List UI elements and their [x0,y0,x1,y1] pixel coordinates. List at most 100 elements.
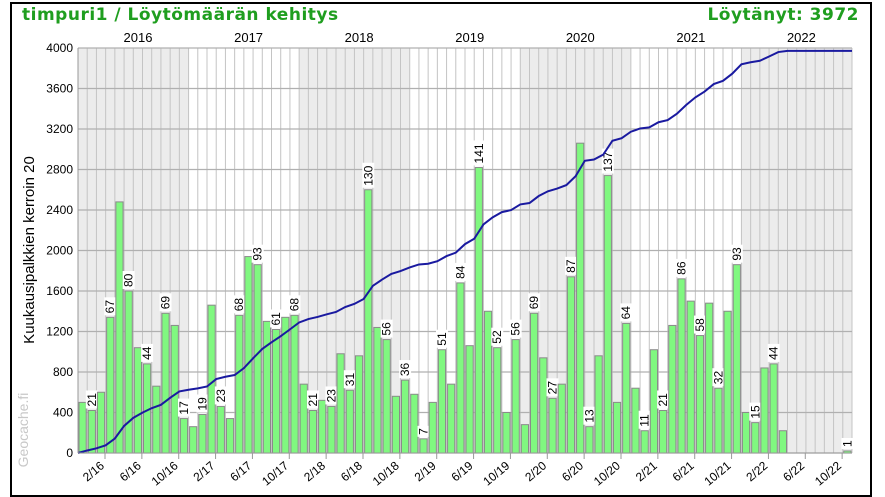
bar [732,264,741,454]
x-tick-label: 6/20 [559,458,586,484]
bar [244,256,253,454]
data-label: 56 [380,322,394,336]
bar [281,316,290,454]
data-label: 19 [195,397,209,411]
x-tick-label: 6/17 [227,458,254,484]
data-label: 67 [103,300,117,314]
bar [751,422,760,454]
y-tick-label: 1200 [46,325,73,339]
data-label: 21 [656,393,670,407]
bar [364,189,373,454]
bar [290,314,299,454]
bar [133,347,143,454]
data-label-bg [841,437,854,449]
bar [354,355,364,454]
data-label-bg [362,162,375,188]
cumulative-line [77,49,853,454]
x-tick-label: 10/17 [259,458,291,488]
bar [659,409,668,454]
data-label: 7 [417,428,431,435]
bar [308,409,318,454]
data-label: 93 [251,247,265,261]
bar [391,395,400,454]
bar [511,339,520,454]
data-label: 68 [288,298,302,312]
bar [336,353,345,454]
watermark: Geocache.fi [15,393,31,468]
data-label: 68 [232,298,246,312]
data-label-bg [767,343,780,362]
bar [382,339,391,454]
bar [428,401,437,454]
bar [87,409,96,454]
data-label-bg [417,425,430,437]
y-tick-label: 2800 [46,163,73,177]
bar [603,175,612,454]
data-label-bg [472,140,485,166]
x-tick-label: 10/19 [480,458,512,488]
data-label-bg [85,390,98,409]
data-label: 80 [122,273,136,287]
data-label-bg [601,148,614,174]
x-tick-label: 2/18 [301,458,328,484]
bar [207,304,216,454]
bar [78,401,87,454]
bar [769,363,778,454]
data-label: 31 [343,373,357,387]
y-tick-label: 2400 [46,203,73,217]
x-tick-label: 2/19 [412,458,439,484]
data-label: 93 [730,247,744,261]
bar [612,401,622,454]
x-tick-label: 2/17 [191,458,218,484]
bar [520,424,529,454]
year-label: 2020 [566,30,595,45]
bar [566,276,576,454]
y-tick-label: 400 [53,406,73,420]
data-label: 11 [638,414,652,427]
data-label: 15 [748,405,762,419]
data-label-bg [214,386,227,405]
data-label: 61 [269,312,283,326]
bar [170,324,179,454]
data-label-bg [583,406,596,425]
bar [262,320,271,454]
data-label: 84 [453,265,467,279]
data-label-bg [306,390,319,409]
data-label: 58 [693,318,707,332]
bar [401,379,410,454]
bar [557,383,566,454]
chart-title: timpuri1 / Löytömäärän kehitys [22,5,339,25]
bar [585,426,594,454]
data-label-bg [657,390,670,409]
data-label: 69 [527,296,541,310]
data-label: 32 [711,371,725,385]
data-label: 36 [398,362,412,376]
y-tick-label: 2000 [46,244,73,258]
data-label-bg [675,258,688,277]
data-label-bg [638,410,651,429]
x-tick-label: 2/16 [80,458,107,484]
y-tick-label: 1600 [46,284,73,298]
bar [124,290,133,454]
data-label: 17 [177,401,191,415]
bar [695,335,705,454]
data-label-bg [141,343,154,362]
bar [778,430,787,454]
data-label-bg [620,303,633,322]
data-label: 69 [159,296,173,310]
bar [327,405,336,454]
bar [502,412,511,454]
data-label-bg [730,244,743,263]
bar [198,414,207,454]
bar [96,391,106,454]
data-label-bg [435,329,448,348]
data-label-bg [288,295,301,314]
x-tick-label: 10/18 [370,458,402,488]
data-label: 137 [601,151,615,171]
data-label: 21 [85,393,99,407]
bar [723,310,732,454]
data-label-bg [233,295,246,314]
bar [419,438,428,454]
bar [465,345,474,454]
data-label-bg [380,319,393,338]
